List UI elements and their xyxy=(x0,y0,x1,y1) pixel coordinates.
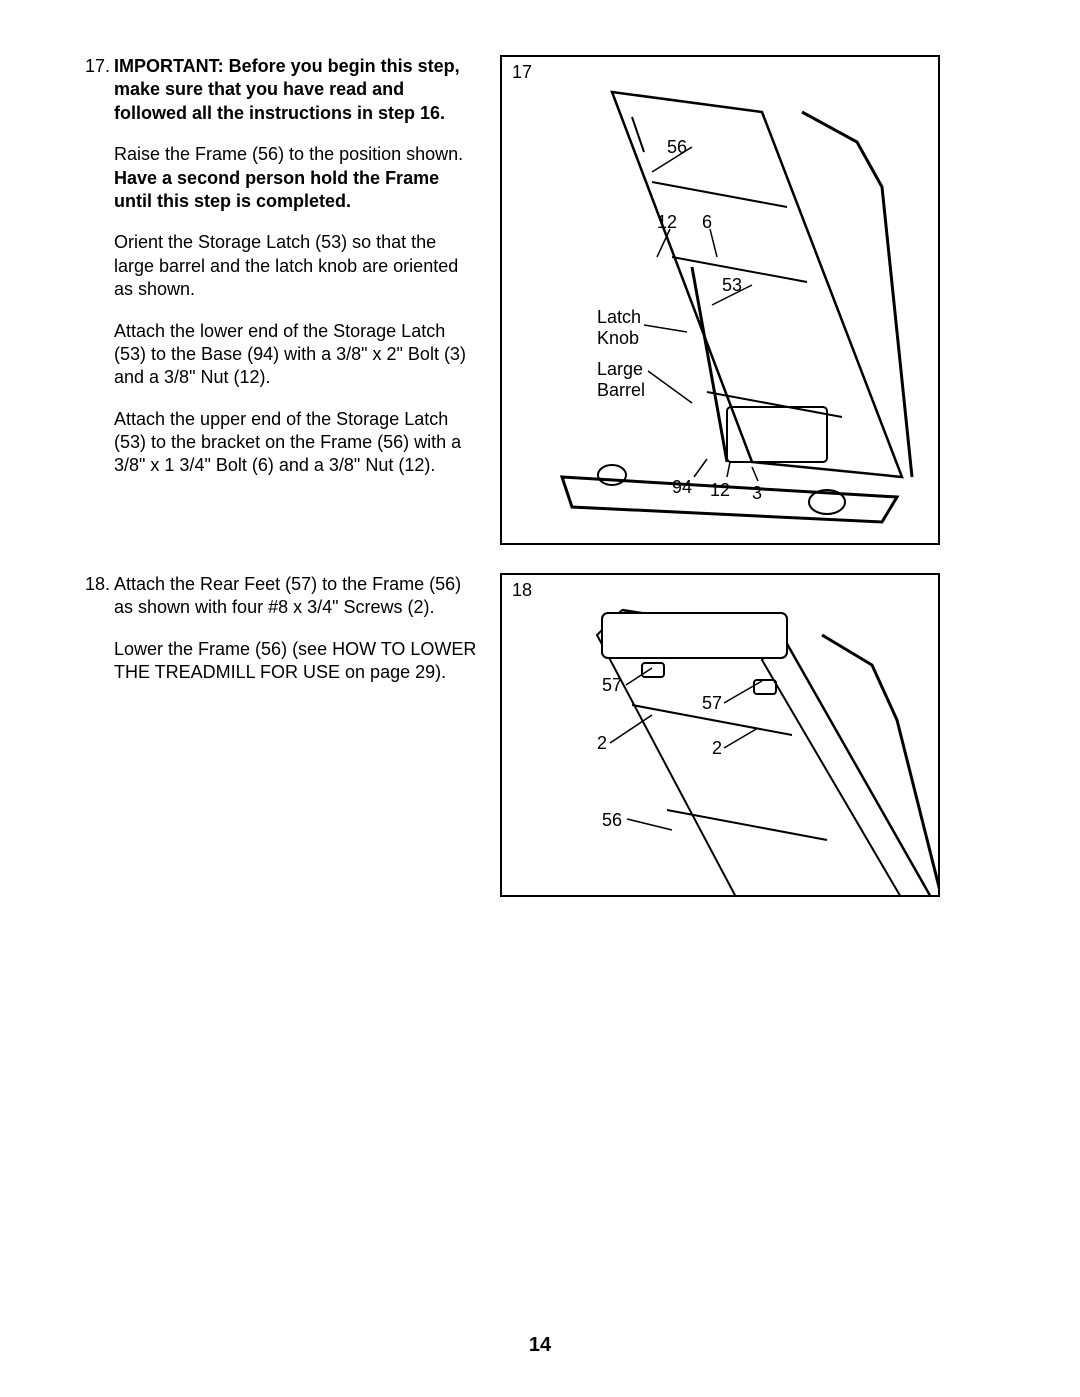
figure-callout-label: 94 xyxy=(672,477,692,498)
figure-callout-label: 57 xyxy=(602,675,622,696)
step-number-18: 18. xyxy=(80,573,114,596)
row-step-18: 18. Attach the Rear Feet (57) to the Fra… xyxy=(80,573,1000,897)
figure-callout-label: 2 xyxy=(597,733,607,754)
page: 17. IMPORTANT: Before you begin this ste… xyxy=(0,0,1080,1397)
callout-lines xyxy=(502,575,938,895)
text-column-18: 18. Attach the Rear Feet (57) to the Fra… xyxy=(80,573,480,703)
text-run: Attach the upper end of the Storage Latc… xyxy=(114,409,461,476)
text-run: Attach the lower end of the Storage Latc… xyxy=(114,321,466,388)
step-paragraph: Attach the upper end of the Storage Latc… xyxy=(114,408,480,478)
figure-callout-label: 56 xyxy=(602,810,622,831)
step-paragraph: IMPORTANT: Before you begin this step, m… xyxy=(114,55,480,125)
step-body-18: Attach the Rear Feet (57) to the Frame (… xyxy=(114,573,480,703)
figure-callout-label: 12 xyxy=(657,212,677,233)
figure-callout-label: 2 xyxy=(712,738,722,759)
figure-callout-label: 56 xyxy=(667,137,687,158)
figure-callout-label: 3 xyxy=(752,483,762,504)
step-paragraph: Orient the Storage Latch (53) so that th… xyxy=(114,231,480,301)
callout-lines xyxy=(502,57,938,543)
figure-column-18: 18 xyxy=(500,573,940,897)
text-run: Raise the Frame (56) to the position sho… xyxy=(114,144,463,164)
text-run: IMPORTANT: Before you begin this step, m… xyxy=(114,56,460,123)
text-run: Orient the Storage Latch (53) so that th… xyxy=(114,232,458,299)
figure-callout-label: 57 xyxy=(702,693,722,714)
step-paragraph: Lower the Frame (56) (see HOW TO LOWER T… xyxy=(114,638,480,685)
figure-column-17: 17 xyxy=(500,55,940,545)
figure-callout-label: LargeBarrel xyxy=(597,359,645,400)
figure-17: 17 xyxy=(500,55,940,545)
text-column-17: 17. IMPORTANT: Before you begin this ste… xyxy=(80,55,480,496)
text-run: Lower the Frame (56) (see HOW TO LOWER T… xyxy=(114,639,476,682)
row-step-17: 17. IMPORTANT: Before you begin this ste… xyxy=(80,55,1000,545)
text-run: Attach the Rear Feet (57) to the Frame (… xyxy=(114,574,461,617)
step-18: 18. Attach the Rear Feet (57) to the Fra… xyxy=(80,573,480,703)
figure-18: 18 xyxy=(500,573,940,897)
step-body-17: IMPORTANT: Before you begin this step, m… xyxy=(114,55,480,496)
step-paragraph: Attach the Rear Feet (57) to the Frame (… xyxy=(114,573,480,620)
step-17: 17. IMPORTANT: Before you begin this ste… xyxy=(80,55,480,496)
figure-callout-label: 53 xyxy=(722,275,742,296)
step-number-17: 17. xyxy=(80,55,114,78)
figure-callout-label: LatchKnob xyxy=(597,307,641,348)
figure-callout-label: 6 xyxy=(702,212,712,233)
text-run: Have a second person hold the Frame unti… xyxy=(114,168,439,211)
step-paragraph: Attach the lower end of the Storage Latc… xyxy=(114,320,480,390)
figure-callout-label: 12 xyxy=(710,480,730,501)
page-number: 14 xyxy=(0,1334,1080,1357)
step-paragraph: Raise the Frame (56) to the position sho… xyxy=(114,143,480,213)
